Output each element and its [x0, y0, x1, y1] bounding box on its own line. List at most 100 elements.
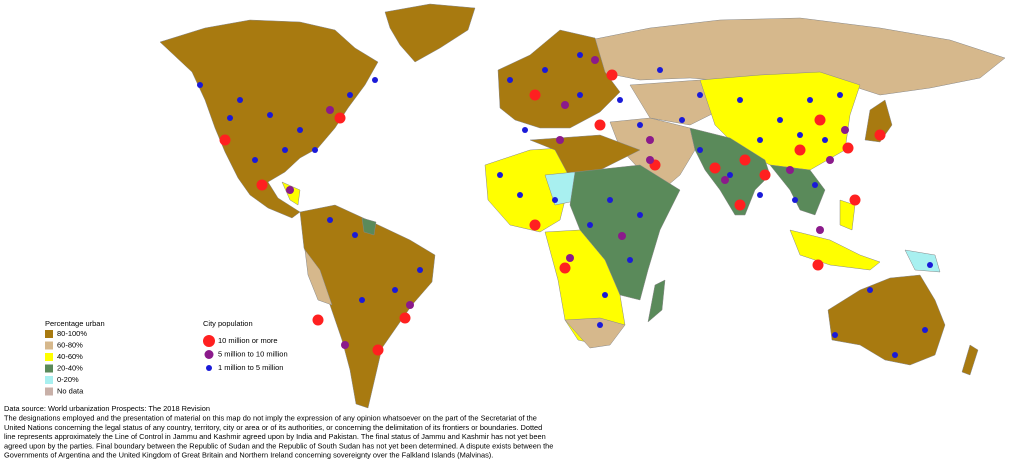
- legend-label: 10 million or more: [218, 336, 278, 345]
- city-marker: [812, 259, 824, 271]
- city-marker: [812, 182, 818, 188]
- land-masses: [159, 3, 1006, 409]
- city-marker: [359, 297, 365, 303]
- city-marker: [542, 67, 548, 73]
- disclaimer-line: line represents approximately the Line o…: [4, 432, 546, 441]
- city-marker: [709, 162, 721, 174]
- city-marker: [252, 157, 258, 163]
- city-marker: [507, 77, 513, 83]
- city-marker: [577, 92, 583, 98]
- west-africa: [484, 147, 571, 233]
- city-marker: [697, 92, 703, 98]
- australia: [827, 274, 946, 366]
- city-marker: [841, 126, 849, 134]
- south-america: [299, 204, 436, 409]
- city-marker: [497, 172, 503, 178]
- city-marker: [874, 129, 886, 141]
- legend-swatch: [45, 376, 53, 384]
- legend-swatch: [45, 364, 53, 373]
- legend-label: 20-40%: [57, 363, 83, 372]
- legend-label: 80-100%: [57, 329, 87, 338]
- city-marker: [219, 134, 231, 146]
- city-marker: [786, 166, 794, 174]
- city-marker: [822, 137, 828, 143]
- city-marker: [807, 97, 813, 103]
- southern-africa: [564, 317, 626, 349]
- city-marker: [587, 222, 593, 228]
- city-marker: [517, 192, 523, 198]
- city-marker: [842, 142, 854, 154]
- city-marker: [627, 257, 633, 263]
- city-marker: [312, 314, 324, 326]
- city-marker: [372, 77, 378, 83]
- city-marker: [327, 217, 333, 223]
- legend-marker: [204, 350, 214, 359]
- city-marker: [529, 89, 541, 101]
- city-marker: [777, 117, 783, 123]
- legend-title: Percentage urban: [45, 319, 105, 328]
- disclaimer-line: agreed upon by the parties. Final bounda…: [4, 441, 553, 450]
- city-marker: [826, 156, 834, 164]
- city-marker: [794, 144, 806, 156]
- city-marker: [552, 197, 558, 203]
- legend-urban: Percentage urban 80-100% 60-80% 40-60% 20-4…: [45, 319, 105, 396]
- data-source: Data source: World urbanization Prospect…: [4, 404, 210, 413]
- city-marker: [814, 114, 826, 126]
- city-marker: [832, 332, 838, 338]
- south-asia: [689, 127, 771, 216]
- central-asia: [629, 79, 721, 126]
- city-marker: [679, 117, 685, 123]
- city-marker: [406, 301, 414, 309]
- city-marker: [561, 101, 569, 109]
- madagascar: [647, 279, 666, 323]
- legend-title: City population: [203, 319, 253, 328]
- city-marker: [522, 127, 528, 133]
- city-markers: [197, 52, 933, 358]
- city-marker: [849, 194, 861, 206]
- city-marker: [341, 341, 349, 349]
- city-marker: [867, 287, 873, 293]
- legend-population: City population 10 million or more 5 mill…: [203, 319, 288, 372]
- city-marker: [577, 52, 583, 58]
- city-marker: [399, 312, 411, 324]
- city-marker: [759, 169, 771, 181]
- disclaimer-line: United Nations concerning the legal stat…: [4, 423, 542, 432]
- city-marker: [267, 112, 273, 118]
- city-marker: [737, 97, 743, 103]
- east-africa: [569, 164, 681, 301]
- city-marker: [617, 97, 623, 103]
- city-marker: [922, 327, 928, 333]
- japan: [864, 99, 893, 143]
- city-marker: [637, 212, 643, 218]
- legend-label: 60-80%: [57, 340, 83, 349]
- legend-swatch: [45, 353, 53, 361]
- city-marker: [637, 122, 643, 128]
- europe: [497, 29, 621, 129]
- city-marker: [297, 127, 303, 133]
- city-marker: [757, 192, 763, 198]
- city-marker: [372, 344, 384, 356]
- city-marker: [657, 67, 663, 73]
- city-marker: [417, 267, 423, 273]
- philippines: [839, 199, 856, 231]
- legend-marker: [203, 335, 215, 347]
- city-marker: [727, 172, 733, 178]
- city-marker: [721, 176, 729, 184]
- city-marker: [286, 186, 294, 194]
- city-marker: [797, 132, 803, 138]
- city-marker: [734, 199, 746, 211]
- legend-label: No data: [57, 386, 84, 395]
- city-marker: [816, 226, 824, 234]
- city-marker: [334, 112, 346, 124]
- city-marker: [697, 147, 703, 153]
- guyana: [361, 217, 377, 236]
- city-marker: [559, 262, 571, 274]
- russia: [589, 17, 1006, 96]
- legend-label: 1 million to 5 million: [218, 363, 283, 372]
- legend-label: 5 million to 10 million: [218, 349, 288, 358]
- andes-region: [304, 249, 333, 306]
- city-marker: [757, 137, 763, 143]
- north-america: [159, 19, 379, 219]
- city-marker: [646, 156, 654, 164]
